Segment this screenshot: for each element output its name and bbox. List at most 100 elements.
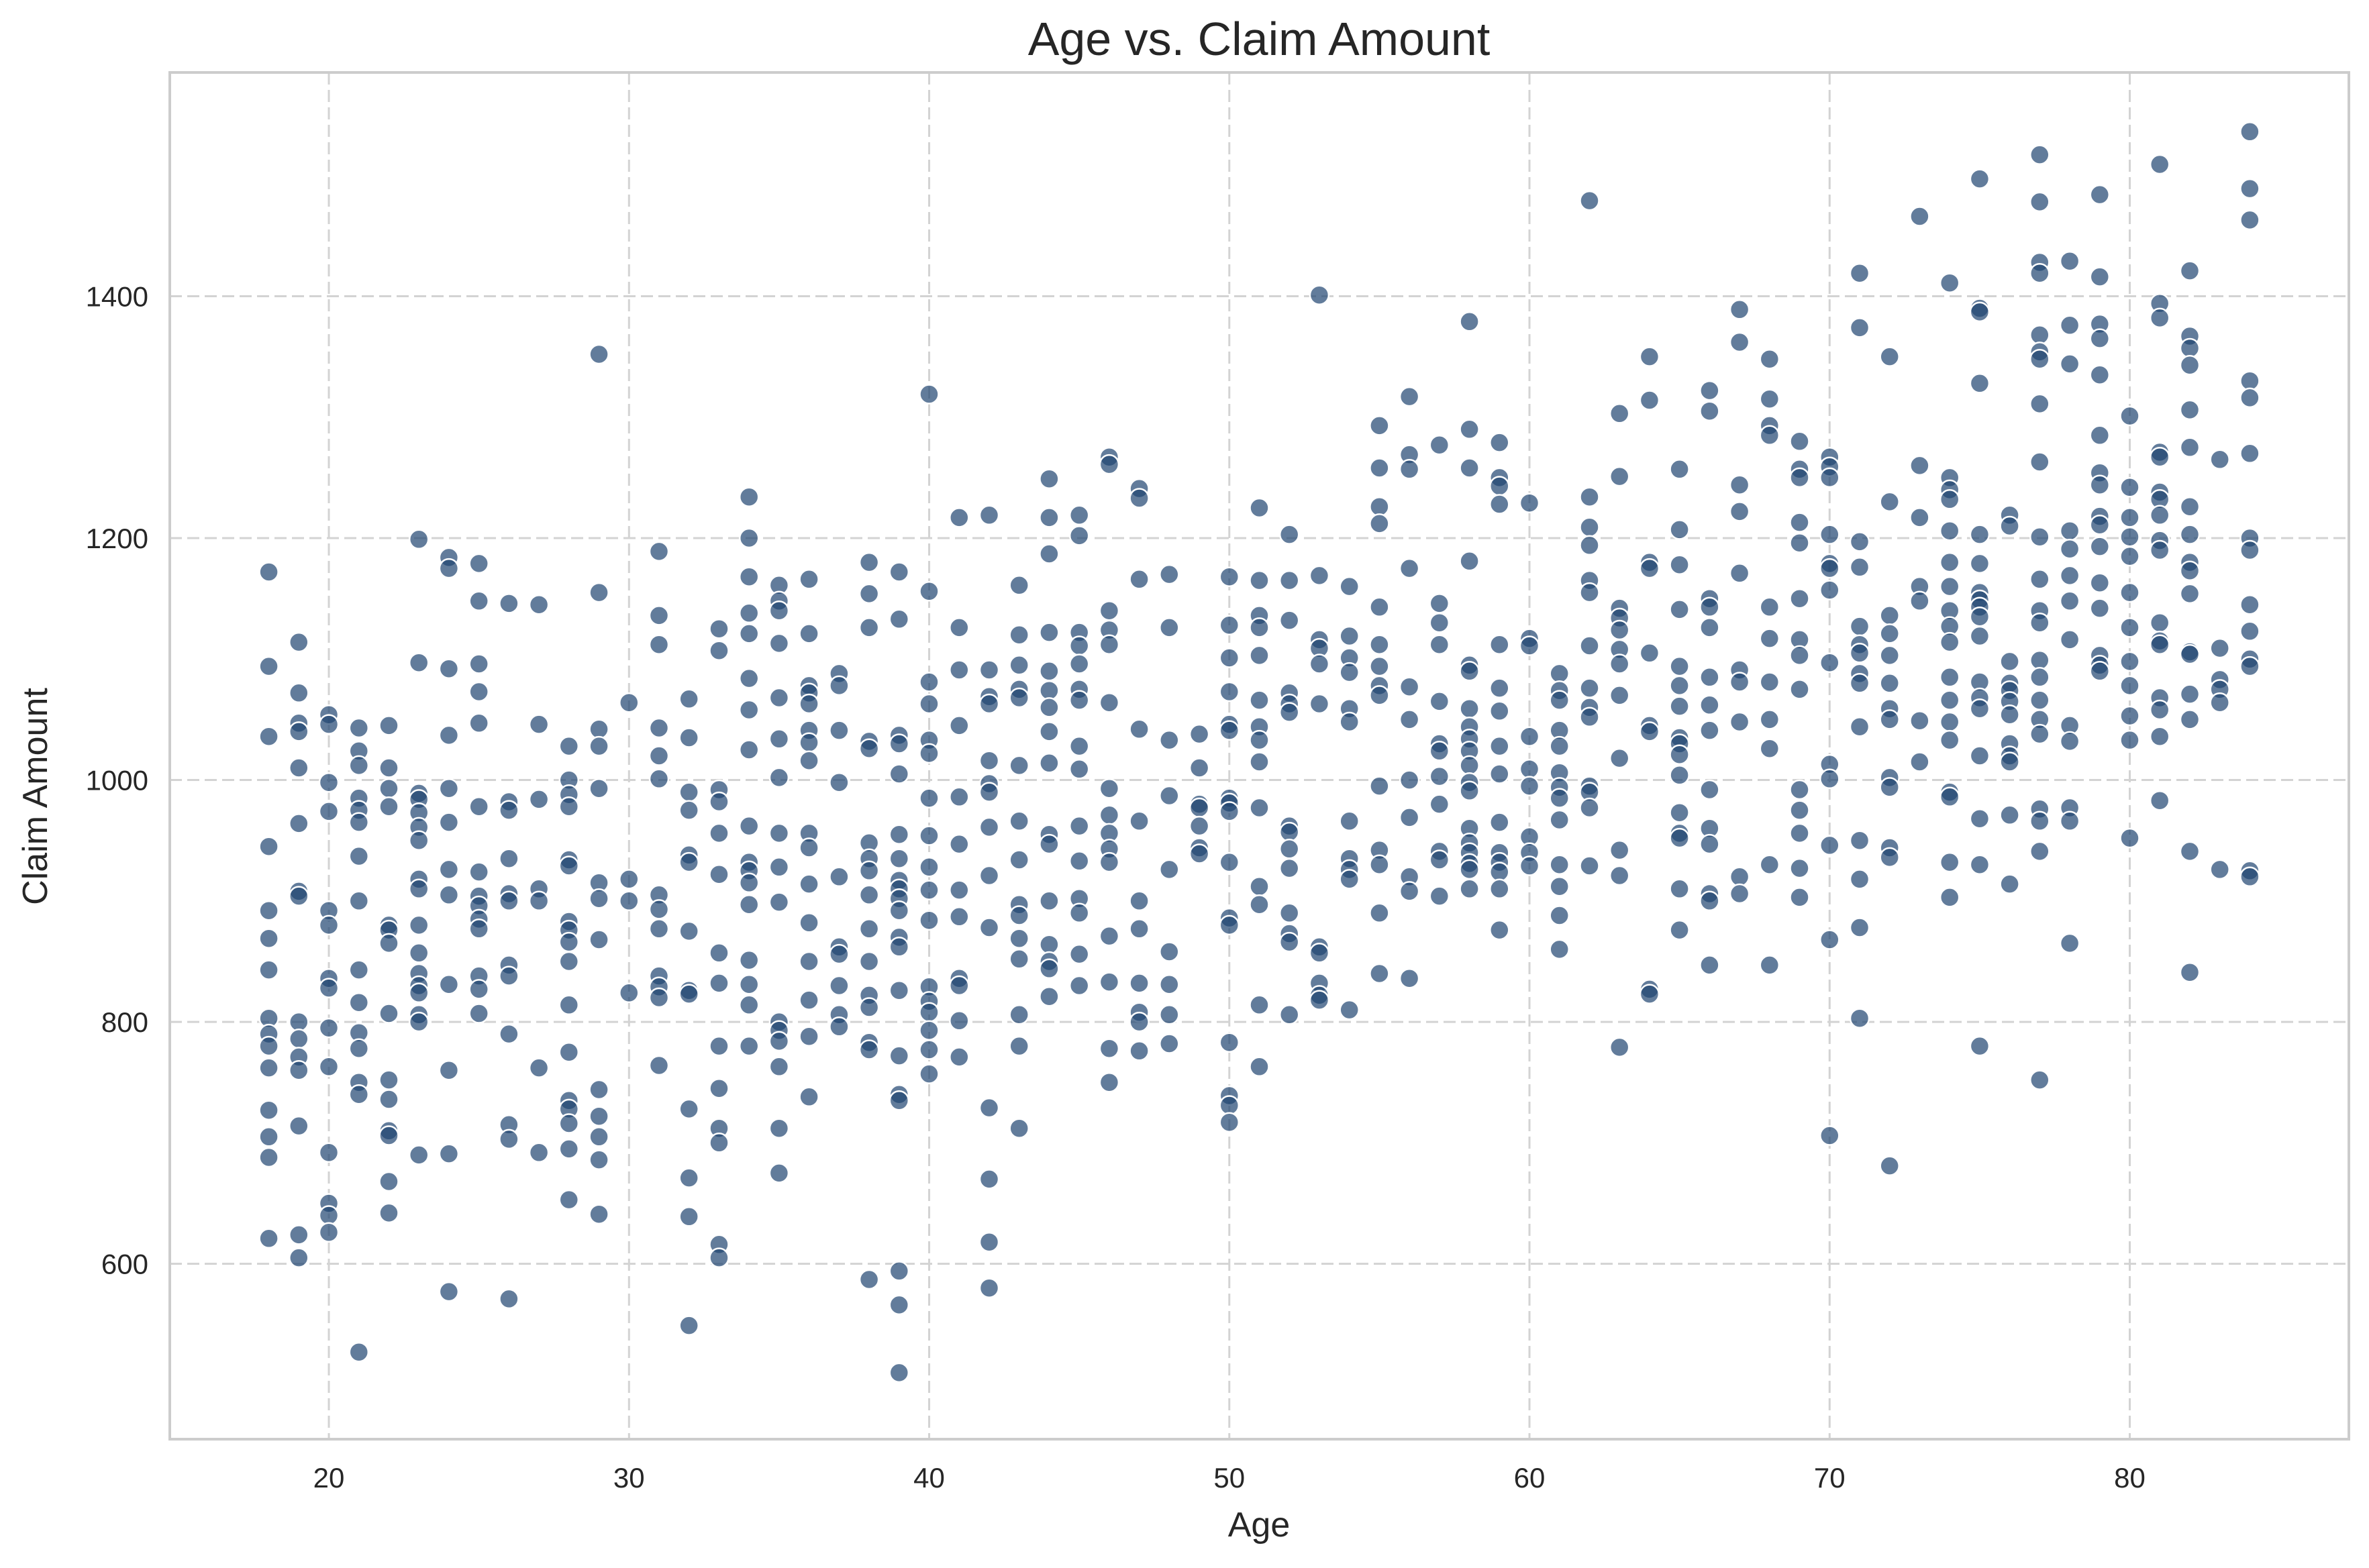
data-point: [1759, 854, 1780, 875]
data-point: [919, 693, 940, 715]
data-point: [1549, 663, 1570, 684]
data-point: [1339, 711, 1360, 733]
data-point: [1068, 735, 1090, 757]
data-point: [889, 900, 910, 921]
data-point: [1669, 765, 1690, 786]
data-point: [2089, 598, 2111, 619]
data-point: [1369, 656, 1390, 677]
data-point: [919, 825, 940, 846]
data-point: [438, 884, 460, 906]
data-point: [1699, 833, 1720, 855]
data-point: [1039, 721, 1060, 742]
data-point: [889, 1090, 910, 1111]
data-point: [1669, 599, 1690, 620]
data-point: [709, 1035, 729, 1057]
data-point: [1699, 667, 1720, 688]
data-point: [1879, 1155, 1900, 1176]
data-point: [258, 928, 279, 949]
data-point: [2179, 841, 2201, 862]
data-point: [1579, 582, 1600, 603]
data-point: [1849, 317, 1870, 338]
data-point: [1669, 802, 1690, 823]
data-point: [2239, 121, 2260, 142]
data-point: [2149, 790, 2170, 811]
data-point: [1219, 801, 1240, 822]
data-point: [1999, 804, 2020, 826]
data-point: [289, 886, 309, 906]
data-point: [2029, 569, 2050, 590]
data-point: [2149, 634, 2170, 655]
data-point: [1278, 702, 1300, 723]
data-point: [528, 594, 550, 615]
data-point: [1399, 709, 1420, 730]
data-point: [1159, 974, 1180, 995]
data-point: [949, 786, 970, 808]
data-point: [558, 1113, 580, 1134]
data-point: [1159, 617, 1180, 638]
data-point: [1339, 869, 1360, 890]
data-point: [2119, 729, 2140, 751]
data-point: [1549, 939, 1570, 960]
data-point: [318, 1017, 340, 1039]
data-point: [799, 990, 819, 1010]
data-point: [648, 899, 670, 920]
data-point: [978, 693, 1000, 715]
data-point: [258, 900, 279, 921]
data-point: [379, 933, 399, 954]
data-point: [2119, 545, 2140, 567]
data-point: [799, 750, 819, 771]
data-point: [2029, 191, 2050, 213]
data-point: [1849, 616, 1870, 637]
data-point: [919, 743, 940, 764]
data-point: [1789, 679, 1810, 700]
data-point: [1759, 709, 1780, 730]
data-point: [1039, 697, 1060, 718]
data-point: [1519, 635, 1540, 656]
data-point: [1039, 934, 1060, 955]
data-point: [738, 668, 760, 689]
data-point: [768, 687, 790, 709]
data-point: [468, 590, 489, 612]
data-point: [799, 1026, 819, 1047]
data-point: [1129, 973, 1150, 994]
data-point: [1879, 346, 1900, 367]
data-point: [558, 1189, 580, 1210]
data-point: [499, 1129, 519, 1150]
data-point: [1699, 596, 1720, 618]
data-point: [2029, 723, 2050, 745]
data-point: [2029, 841, 2050, 862]
data-point: [1429, 794, 1450, 815]
data-point: [1278, 902, 1300, 924]
data-point: [648, 605, 670, 626]
x-tick-label: 50: [1213, 1462, 1245, 1494]
data-point: [1789, 887, 1810, 908]
data-point: [678, 1315, 699, 1336]
data-point: [499, 890, 519, 912]
data-point: [528, 1057, 550, 1078]
data-point: [408, 652, 430, 673]
data-point: [1939, 667, 1960, 688]
data-point: [2179, 354, 2201, 376]
data-point: [709, 943, 729, 963]
data-point: [1669, 675, 1690, 696]
data-point: [289, 757, 309, 778]
data-point: [919, 1002, 940, 1023]
data-point: [1369, 902, 1390, 924]
data-point: [2179, 709, 2201, 730]
data-point: [1819, 1125, 1840, 1146]
data-point: [1849, 531, 1870, 552]
data-point: [1909, 751, 1930, 772]
data-point: [889, 1294, 910, 1316]
data-point: [1729, 711, 1750, 733]
data-point: [379, 757, 399, 778]
data-point: [1519, 726, 1540, 747]
data-point: [1519, 776, 1540, 796]
data-point: [1068, 943, 1090, 965]
data-point: [1459, 551, 1480, 572]
data-point: [1699, 694, 1720, 716]
data-point: [1009, 849, 1029, 870]
data-point: [438, 725, 460, 746]
data-point: [1429, 593, 1450, 614]
data-point: [1159, 941, 1180, 962]
